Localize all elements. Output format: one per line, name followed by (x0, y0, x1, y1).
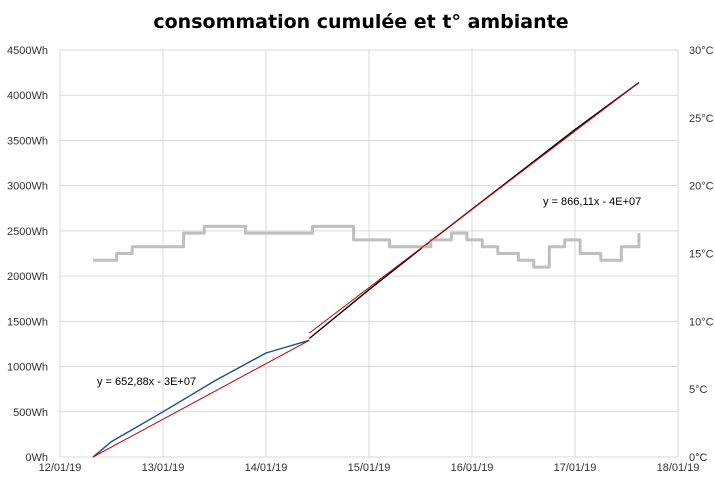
y-tick-label: 4000Wh (7, 90, 48, 102)
y2-tick-label: 0°C (689, 452, 708, 464)
trendline-equation-2: y = 866,11x - 4E+07 (543, 196, 641, 208)
series-lines (92, 82, 641, 458)
series-line-2 (308, 82, 640, 340)
x-tick-label: 12/01/19 (39, 462, 82, 474)
y-tick-label: 0Wh (25, 452, 48, 464)
y-tick-label: 2500Wh (7, 226, 48, 238)
series-line-1 (92, 339, 310, 458)
x-tick-label: 18/01/19 (657, 462, 700, 474)
y-tick-label: 1500Wh (7, 316, 48, 328)
trendline-2 (308, 82, 640, 334)
x-tick-label: 13/01/19 (142, 462, 185, 474)
y2-tick-label: 25°C (689, 113, 714, 125)
y-tick-label: 3000Wh (7, 181, 48, 193)
x-tick-label: 17/01/19 (554, 462, 597, 474)
trendline-1 (92, 339, 310, 458)
y-tick-label: 4500Wh (7, 45, 48, 57)
y2-tick-label: 10°C (689, 316, 714, 328)
x-tick-label: 16/01/19 (451, 462, 494, 474)
y2-tick-label: 5°C (689, 384, 708, 396)
y2-tick-label: 15°C (689, 249, 714, 261)
y-tick-label: 500Wh (13, 407, 48, 419)
trendlines (92, 82, 640, 458)
y2-tick-label: 30°C (689, 45, 714, 57)
y2-tick-label: 20°C (689, 181, 714, 193)
y2-axis-ticks: 0°C 5°C 10°C 15°C 20°C 25°C 30°C (689, 45, 714, 464)
x-tick-label: 14/01/19 (245, 462, 288, 474)
y-tick-label: 3500Wh (7, 135, 48, 147)
gridlines (59, 49, 679, 458)
y-axis-ticks: 0Wh 500Wh 1000Wh 1500Wh 2000Wh 2500Wh 3000Wh 35… (7, 45, 48, 464)
y-tick-label: 1000Wh (7, 362, 48, 374)
y-tick-label: 2000Wh (7, 271, 48, 283)
series-line-3 (93, 224, 641, 269)
x-axis-ticks: 12/01/19 13/01/19 14/01/19 15/01/19 16/01/19… (39, 462, 700, 474)
x-tick-label: 15/01/19 (348, 462, 391, 474)
trendline-equation-1: y = 652,88x - 3E+07 (97, 376, 196, 388)
chart-title: consommation cumulée et t° ambiante (153, 11, 568, 33)
